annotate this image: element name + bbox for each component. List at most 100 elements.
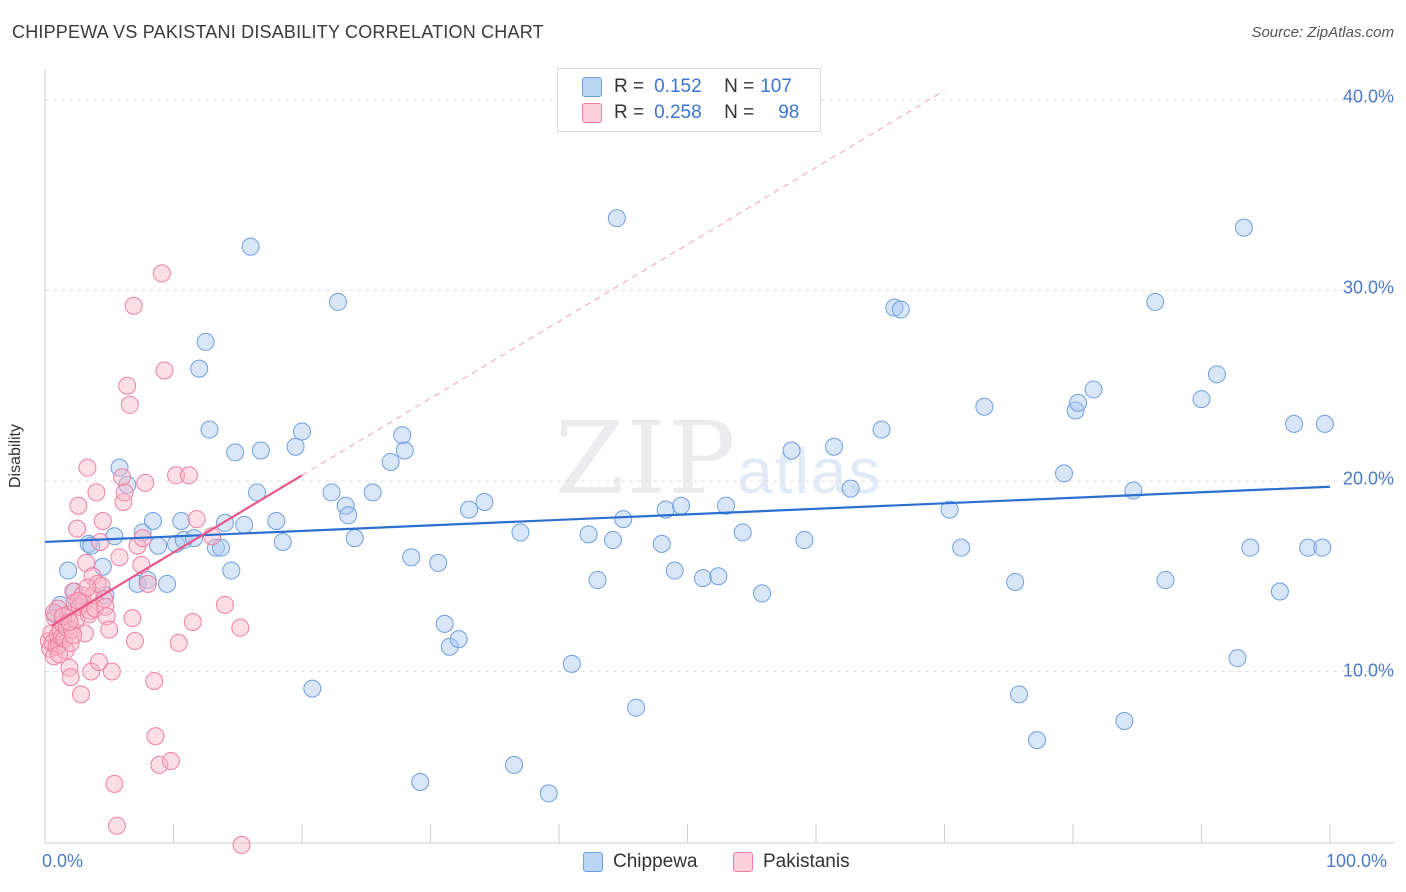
chippewa-point [1241, 538, 1260, 557]
chippewa-point [824, 437, 843, 456]
legend-r-label: R = [614, 102, 645, 123]
chippewa-point [251, 441, 270, 460]
chippewa-point [1285, 414, 1304, 433]
legend-r-value: 0.258 [654, 102, 702, 123]
y-tick-label-30: 30.0% [1342, 277, 1394, 298]
chippewa-point [190, 359, 209, 378]
pakistanis-point [92, 576, 111, 595]
chippewa-point [1207, 365, 1226, 384]
chippewa-point [395, 441, 414, 460]
chippewa-point [579, 525, 598, 544]
pakistanis-point [64, 626, 83, 645]
chippewa-point [303, 679, 322, 698]
pakistanis-point [96, 597, 115, 616]
chippewa-trend-line [44, 485, 1331, 544]
pakistanis-point [145, 672, 164, 691]
chippewa-point [196, 332, 215, 351]
pakistanis-point [161, 752, 180, 771]
chippewa-point [1084, 380, 1103, 399]
pakistanis-point [107, 816, 126, 835]
pakistanis-point [100, 620, 119, 639]
chippewa-point [539, 784, 558, 803]
chippewa-point [614, 510, 633, 529]
pakistanis-point [50, 645, 69, 664]
chippewa-point [435, 614, 454, 633]
pakistanis-point [152, 264, 171, 283]
pakistanis-point [89, 652, 108, 671]
chippewa-point [293, 422, 311, 441]
chippewa-point [1228, 649, 1247, 668]
chippewa-point [1055, 464, 1074, 483]
chippewa-point [267, 512, 286, 531]
chippewa-point [733, 523, 752, 542]
chippewa-point [200, 420, 219, 439]
legend-n-value: 98 [778, 102, 800, 123]
chippewa-point [339, 506, 358, 525]
chippewa-point [149, 536, 168, 555]
chippewa-point [345, 529, 364, 548]
y-tick-label-40: 40.0% [1342, 86, 1394, 107]
pakistanis-point [78, 578, 97, 597]
legend-n-value: 107 [760, 76, 792, 97]
chippewa-point [82, 536, 101, 555]
chippewa-point [449, 630, 468, 649]
pakistanis-point [110, 548, 129, 567]
pakistanis-point [93, 512, 112, 531]
pakistanis-point [183, 612, 202, 631]
chippewa-point [59, 561, 78, 580]
pakistanis-trend-line [50, 474, 303, 627]
chippewa-point [328, 292, 347, 311]
chippewa-point [402, 548, 421, 567]
chippewa-point [1006, 572, 1025, 591]
chippewa-point [709, 567, 728, 586]
chippewa-point [952, 538, 971, 557]
chippewa-point [656, 500, 675, 519]
chippewa-point [652, 534, 671, 553]
pakistanis-point [138, 574, 157, 593]
chippewa-point [1115, 712, 1134, 731]
pakistanis-point [75, 624, 94, 643]
pakistanis-point [68, 519, 87, 538]
chippewa-point [226, 443, 245, 462]
bottom-legend-swatch-pakistanis [733, 852, 753, 872]
pakistanis-point [146, 727, 165, 746]
source-label: Source: ZipAtlas.com [1251, 24, 1394, 41]
chippewa-point [138, 571, 157, 590]
bottom-legend-pakistanis: Pakistanis [733, 851, 850, 873]
legend-swatch-chippewa [582, 77, 602, 97]
y-tick-label-10: 10.0% [1342, 660, 1394, 681]
chippewa-point [1270, 582, 1289, 601]
chippewa-point [717, 496, 736, 515]
chippewa-point [672, 496, 691, 515]
bottom-legend-label-pakistanis: Pakistanis [763, 851, 850, 872]
chippewa-point [795, 531, 814, 550]
pakistanis-point [167, 466, 186, 485]
chippewa-point [975, 397, 994, 416]
chippewa-point [1146, 292, 1165, 311]
legend-swatch-pakistanis [582, 103, 602, 123]
chippewa-point [440, 637, 459, 656]
pakistanis-point [113, 468, 132, 487]
chippewa-point [235, 515, 254, 534]
chippewa-point [158, 574, 177, 593]
chippewa-point [322, 483, 341, 502]
pakistanis-point [97, 607, 116, 626]
pakistanis-point [64, 582, 83, 601]
pakistanis-trend-extension [301, 90, 945, 476]
watermark: ZIPatlas [555, 400, 882, 517]
chippewa-point [1069, 393, 1088, 412]
chippewa-point [753, 584, 772, 603]
pakistanis-point [169, 633, 188, 652]
pakistanis-point [231, 618, 250, 637]
pakistanis-point [82, 662, 101, 681]
pakistanis-point [120, 395, 139, 414]
chippewa-point [1028, 731, 1047, 750]
chippewa-point [562, 654, 581, 673]
chippewa-point [872, 420, 891, 439]
pakistanis-point [71, 685, 90, 704]
pakistanis-point [150, 755, 169, 774]
pakistanis-point [155, 361, 174, 380]
legend-r-value: 0.152 [654, 76, 702, 97]
pakistanis-point [179, 466, 198, 485]
